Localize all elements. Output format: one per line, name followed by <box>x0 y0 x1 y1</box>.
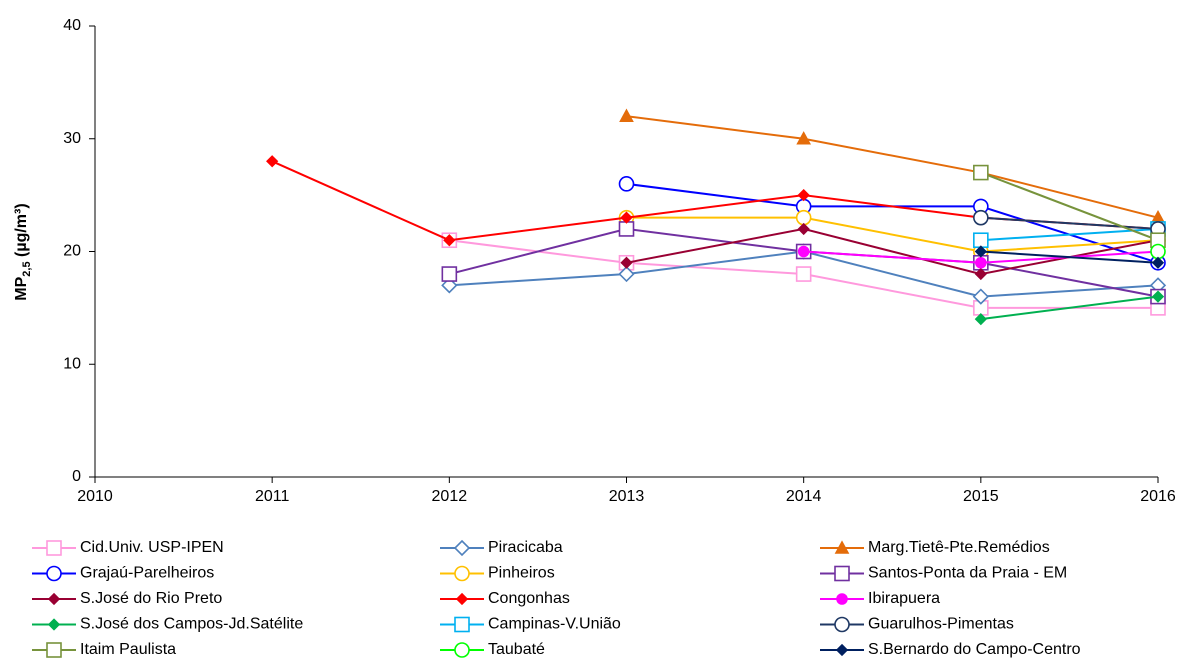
y-tick-label: 40 <box>63 17 81 34</box>
x-tick-label: 2014 <box>786 488 822 505</box>
series-line <box>980 295 1159 321</box>
y-label-subscript: 2,5 <box>21 261 33 276</box>
x-tick-label: 2012 <box>432 488 468 505</box>
marker <box>46 642 62 658</box>
x-tick-label: 2010 <box>77 488 113 505</box>
marker <box>453 539 471 557</box>
marker <box>795 209 812 226</box>
marker <box>975 256 987 269</box>
marker <box>836 593 848 605</box>
series-line <box>980 250 1159 264</box>
marker <box>620 211 633 224</box>
series-line <box>449 227 1159 298</box>
marker <box>795 266 812 282</box>
legend-label: Itaim Paulista <box>80 641 176 658</box>
legend-label: Santos-Ponta da Praia - EM <box>868 565 1067 582</box>
marker <box>455 592 469 606</box>
y-tick-label: 20 <box>63 243 81 260</box>
marker <box>797 222 810 236</box>
legend-label: Pinheiros <box>488 565 555 582</box>
marker <box>796 131 812 145</box>
y-label-main: MP <box>13 276 30 300</box>
marker <box>834 616 850 633</box>
marker <box>46 540 62 556</box>
x-tick-label: 2013 <box>609 488 645 505</box>
y-label-unit: (µg/m³) <box>13 203 30 257</box>
series-line <box>980 171 1159 242</box>
legend-label: Cid.Univ. USP-IPEN <box>80 539 224 556</box>
marker <box>973 209 989 226</box>
marker <box>834 565 850 582</box>
legend-label: Piracicaba <box>488 539 563 556</box>
series-line <box>980 227 1159 242</box>
series-line <box>626 115 1159 219</box>
y-tick-label: 10 <box>63 355 81 372</box>
legend-label: Grajaú-Parelheiros <box>80 565 214 582</box>
marker <box>972 288 989 305</box>
marker <box>974 267 987 281</box>
x-tick-label: 2015 <box>963 488 999 505</box>
marker <box>834 540 850 554</box>
marker <box>619 108 634 122</box>
y-tick-label: 0 <box>72 468 81 485</box>
marker <box>1151 256 1165 269</box>
marker <box>47 592 61 606</box>
marker <box>454 565 470 582</box>
marker <box>441 266 458 282</box>
marker <box>974 245 987 258</box>
marker <box>1150 243 1166 260</box>
legend-label: S.Bernardo do Campo-Centro <box>868 641 1081 658</box>
series-line <box>626 216 1159 253</box>
marker <box>443 234 456 247</box>
legend-label: Ibirapuera <box>868 590 940 607</box>
marker <box>266 155 279 168</box>
marker <box>973 164 989 181</box>
marker <box>618 221 635 237</box>
series-line <box>980 216 1159 230</box>
marker <box>47 618 61 631</box>
series-line <box>271 160 1159 242</box>
x-tick-label: 2016 <box>1140 488 1176 505</box>
y-tick-label: 30 <box>63 130 81 147</box>
marker <box>454 616 470 633</box>
marker <box>835 643 849 657</box>
x-tick-label: 2011 <box>255 488 290 505</box>
legend-label: S.José dos Campos-Jd.Satélite <box>80 616 303 633</box>
marker <box>797 245 810 258</box>
legend-label: Campinas-V.União <box>488 616 621 633</box>
legend-label: Taubaté <box>488 641 545 658</box>
marker <box>973 232 989 249</box>
y-axis-label: MP2,5 (µg/m³) <box>13 203 33 300</box>
marker <box>974 313 987 326</box>
legend-label: Congonhas <box>488 590 570 607</box>
marker <box>620 256 633 269</box>
legend-label: Guarulhos-Pimentas <box>868 616 1014 633</box>
marker <box>46 565 62 582</box>
marker <box>797 188 810 202</box>
marker <box>618 176 635 192</box>
marker <box>454 642 470 658</box>
marker <box>1151 290 1165 303</box>
legend-label: S.José do Rio Preto <box>80 590 222 607</box>
legend-label: Marg.Tietê-Pte.Remédios <box>868 539 1050 556</box>
marker <box>618 265 635 283</box>
